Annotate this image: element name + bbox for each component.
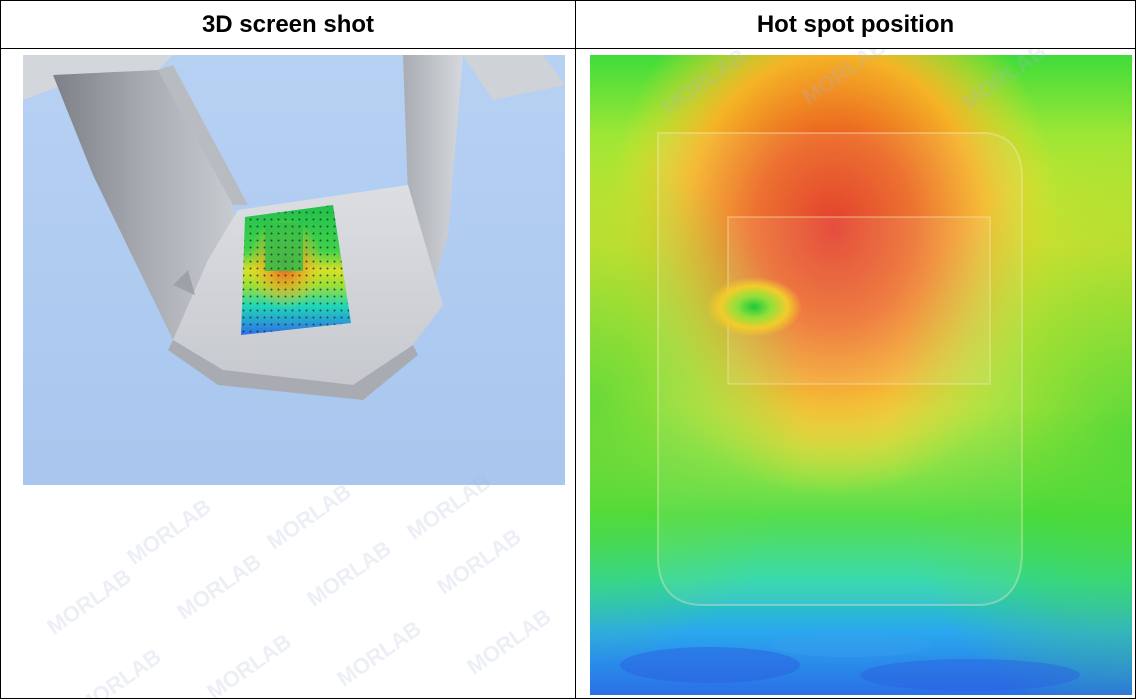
watermark: MORLAB bbox=[262, 478, 356, 555]
zoom-scan-area bbox=[727, 216, 991, 385]
watermark: MORLAB bbox=[432, 523, 526, 600]
watermark: MORLAB bbox=[302, 535, 396, 612]
watermark: MORLAB bbox=[122, 493, 216, 570]
3d-screen-shot-image bbox=[23, 55, 565, 485]
header-3d-screen-shot: 3D screen shot bbox=[0, 0, 576, 49]
watermark: MORLAB bbox=[42, 563, 136, 640]
watermark: MORLAB bbox=[202, 628, 296, 698]
header-hot-spot-position: Hot spot position bbox=[575, 0, 1136, 49]
hot-spot-image bbox=[590, 55, 1132, 695]
watermark: MORLAB bbox=[72, 643, 166, 698]
device-outline bbox=[657, 132, 1023, 606]
cell-3d-screen-shot: MORLAB MORLAB MORLAB MORLAB MORLAB MORLA… bbox=[0, 48, 576, 699]
cell-hot-spot-position: MORLAB MORLAB MORLAB bbox=[575, 48, 1136, 699]
watermark: MORLAB bbox=[462, 603, 556, 680]
hot-spot-marker bbox=[706, 277, 802, 337]
scan-area bbox=[241, 205, 351, 335]
watermark: MORLAB bbox=[172, 548, 266, 625]
watermark: MORLAB bbox=[332, 615, 426, 692]
